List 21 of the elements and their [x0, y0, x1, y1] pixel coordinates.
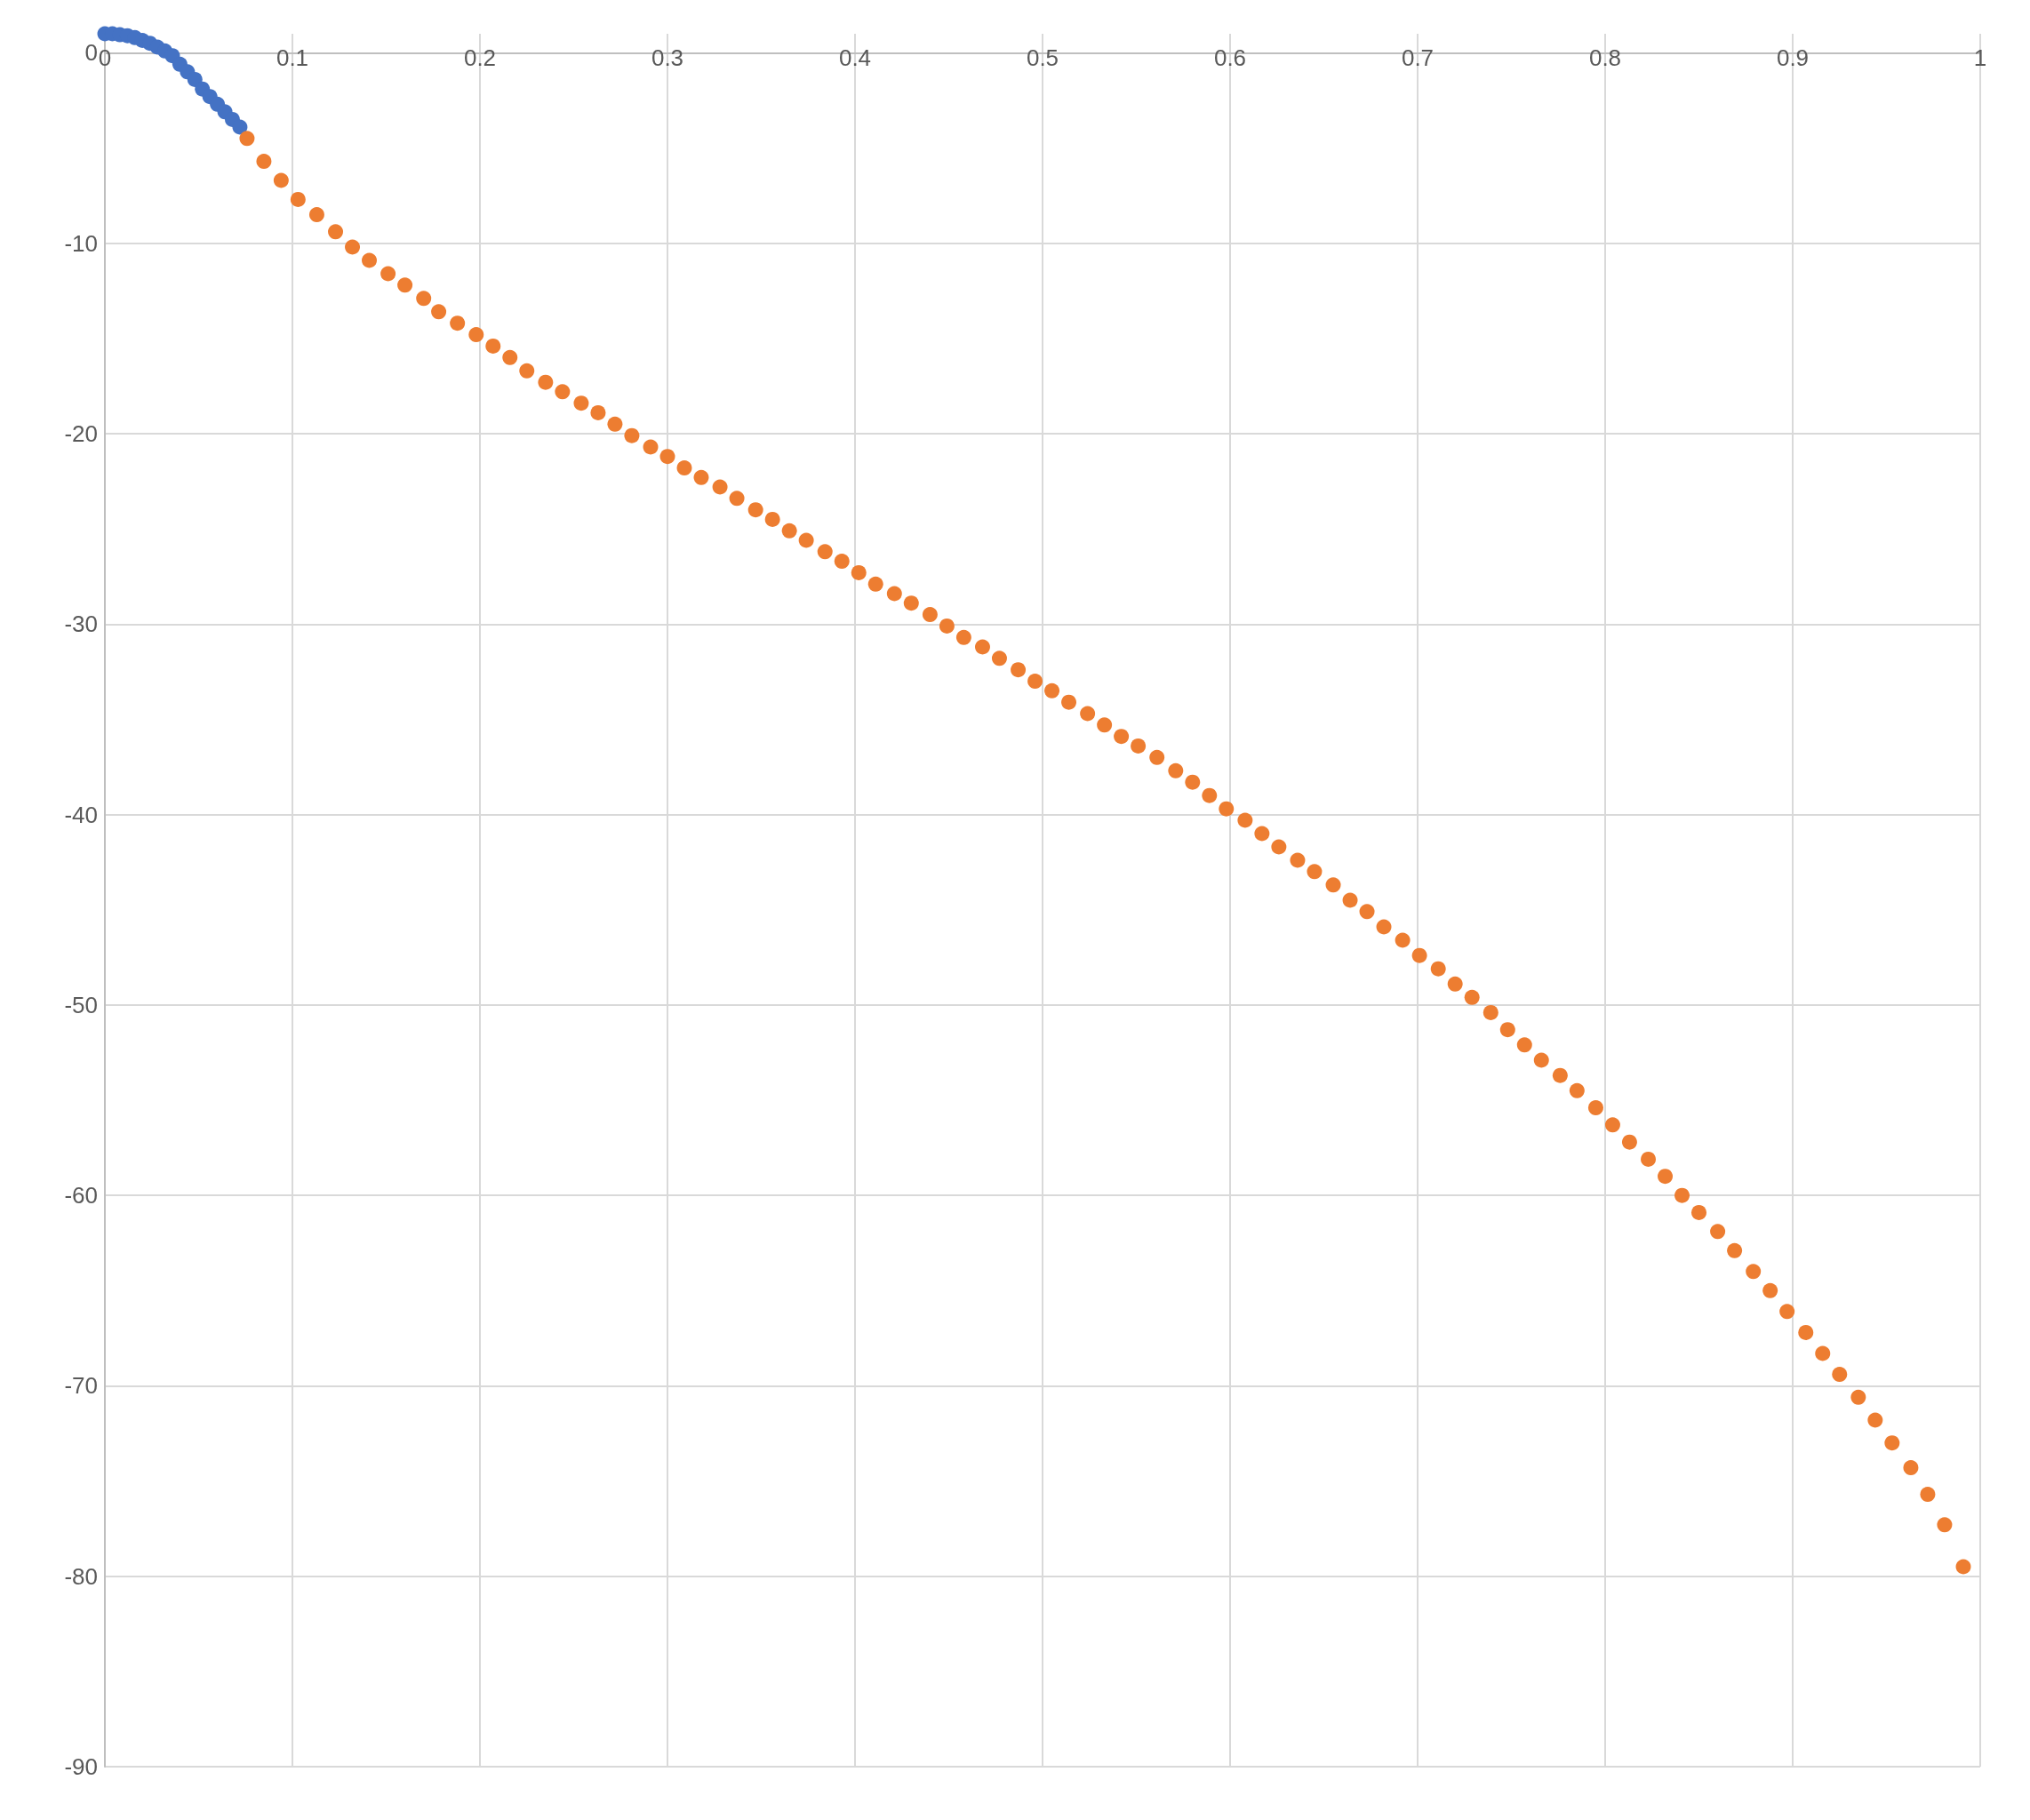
x-tick-label: 0.3 [651, 44, 684, 71]
y-tick-label: -20 [64, 420, 98, 447]
y-tick-label: -60 [64, 1182, 98, 1209]
y-tick-label: -10 [64, 229, 98, 257]
x-tick-label: 1 [1973, 44, 1987, 71]
y-tick-label: -80 [64, 1562, 98, 1590]
point [187, 71, 203, 87]
y-tick-label: -70 [64, 1372, 98, 1400]
y-tick-label: -30 [64, 611, 98, 638]
x-tick-label: 0.5 [1026, 44, 1059, 71]
y-tick-label: -40 [64, 801, 98, 828]
x-tick-label: 0.4 [838, 44, 872, 71]
x-tick-label: 0.2 [463, 44, 497, 71]
point [232, 119, 248, 135]
x-tick-label: 0.1 [276, 44, 309, 71]
x-tick-label: 0.7 [1401, 44, 1435, 71]
x-tick-label: 0.6 [1213, 44, 1247, 71]
y-tick-label: -50 [64, 991, 98, 1018]
x-tick-label: 0.8 [1588, 44, 1622, 71]
x-tick-label: 0.9 [1776, 44, 1810, 71]
y-tick-label: -90 [64, 1753, 98, 1780]
